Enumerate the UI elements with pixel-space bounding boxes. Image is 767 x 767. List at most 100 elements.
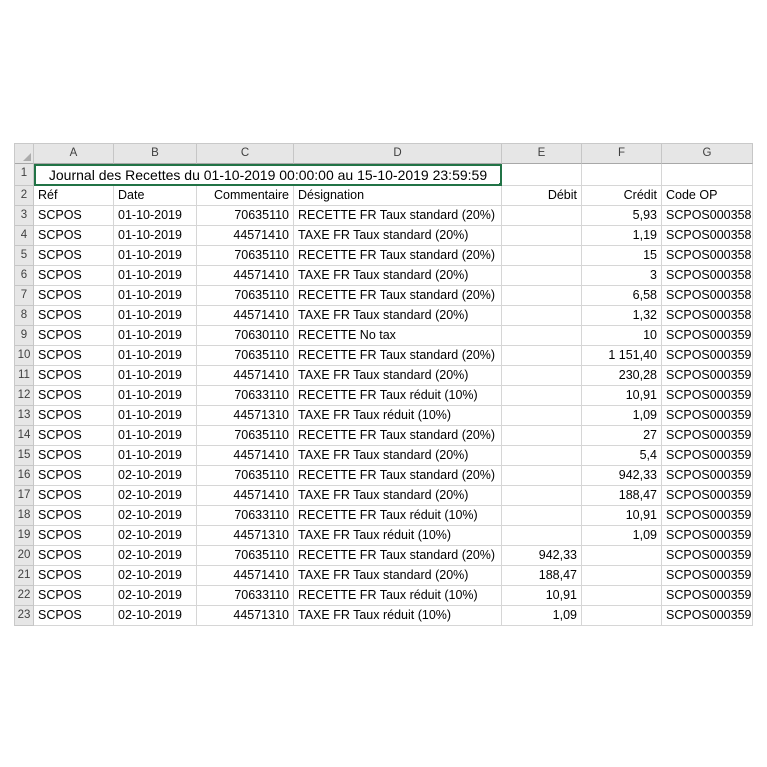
row-header-11[interactable]: 11	[15, 366, 34, 386]
field-header-D2[interactable]: Désignation	[294, 186, 502, 206]
cell-A23[interactable]: SCPOS	[34, 606, 114, 626]
select-all-corner[interactable]	[15, 144, 34, 164]
cell-C11[interactable]: 44571410	[197, 366, 294, 386]
cell-A15[interactable]: SCPOS	[34, 446, 114, 466]
cell-F4[interactable]: 1,19	[582, 226, 662, 246]
cell-A9[interactable]: SCPOS	[34, 326, 114, 346]
cell-B3[interactable]: 01-10-2019	[114, 206, 197, 226]
cell-C15[interactable]: 44571410	[197, 446, 294, 466]
cell-E5[interactable]	[502, 246, 582, 266]
cell-D15[interactable]: TAXE FR Taux standard (20%)	[294, 446, 502, 466]
cell-D22[interactable]: RECETTE FR Taux réduit (10%)	[294, 586, 502, 606]
cell-G11[interactable]: SCPOS000359	[662, 366, 753, 386]
cell-G14[interactable]: SCPOS000359	[662, 426, 753, 446]
cell-G10[interactable]: SCPOS000359	[662, 346, 753, 366]
cell-A6[interactable]: SCPOS	[34, 266, 114, 286]
cell-C14[interactable]: 70635110	[197, 426, 294, 446]
cell-E11[interactable]	[502, 366, 582, 386]
cell-E17[interactable]	[502, 486, 582, 506]
cell-E9[interactable]	[502, 326, 582, 346]
cell-D16[interactable]: RECETTE FR Taux standard (20%)	[294, 466, 502, 486]
cell-B4[interactable]: 01-10-2019	[114, 226, 197, 246]
cell-G7[interactable]: SCPOS000358	[662, 286, 753, 306]
cell-G4[interactable]: SCPOS000358	[662, 226, 753, 246]
cell-B13[interactable]: 01-10-2019	[114, 406, 197, 426]
row-header-19[interactable]: 19	[15, 526, 34, 546]
cell-C16[interactable]: 70635110	[197, 466, 294, 486]
cell-G13[interactable]: SCPOS000359	[662, 406, 753, 426]
cell-B21[interactable]: 02-10-2019	[114, 566, 197, 586]
cell-D8[interactable]: TAXE FR Taux standard (20%)	[294, 306, 502, 326]
cell-B10[interactable]: 01-10-2019	[114, 346, 197, 366]
fill-handle[interactable]	[498, 182, 500, 184]
cell-B20[interactable]: 02-10-2019	[114, 546, 197, 566]
cell-E3[interactable]	[502, 206, 582, 226]
cell-B5[interactable]: 01-10-2019	[114, 246, 197, 266]
row-header-10[interactable]: 10	[15, 346, 34, 366]
row-header-21[interactable]: 21	[15, 566, 34, 586]
cell-D23[interactable]: TAXE FR Taux réduit (10%)	[294, 606, 502, 626]
cell-B19[interactable]: 02-10-2019	[114, 526, 197, 546]
cell-F6[interactable]: 3	[582, 266, 662, 286]
cell-D3[interactable]: RECETTE FR Taux standard (20%)	[294, 206, 502, 226]
cell-A3[interactable]: SCPOS	[34, 206, 114, 226]
cell-G9[interactable]: SCPOS000359	[662, 326, 753, 346]
cell-E18[interactable]	[502, 506, 582, 526]
cell-E13[interactable]	[502, 406, 582, 426]
cell-B12[interactable]: 01-10-2019	[114, 386, 197, 406]
cell-F9[interactable]: 10	[582, 326, 662, 346]
cell-G21[interactable]: SCPOS000359	[662, 566, 753, 586]
cell-E4[interactable]	[502, 226, 582, 246]
cell-C20[interactable]: 70635110	[197, 546, 294, 566]
cell-B18[interactable]: 02-10-2019	[114, 506, 197, 526]
cell-B23[interactable]: 02-10-2019	[114, 606, 197, 626]
cell-G3[interactable]: SCPOS000358	[662, 206, 753, 226]
cell-B22[interactable]: 02-10-2019	[114, 586, 197, 606]
cell-G1[interactable]	[662, 164, 753, 186]
cell-D6[interactable]: TAXE FR Taux standard (20%)	[294, 266, 502, 286]
column-header-F[interactable]: F	[582, 144, 662, 164]
row-header-16[interactable]: 16	[15, 466, 34, 486]
field-header-F2[interactable]: Crédit	[582, 186, 662, 206]
cell-A11[interactable]: SCPOS	[34, 366, 114, 386]
row-header-20[interactable]: 20	[15, 546, 34, 566]
field-header-A2[interactable]: Réf	[34, 186, 114, 206]
cell-A7[interactable]: SCPOS	[34, 286, 114, 306]
cell-A8[interactable]: SCPOS	[34, 306, 114, 326]
cell-E12[interactable]	[502, 386, 582, 406]
cell-C5[interactable]: 70635110	[197, 246, 294, 266]
cell-F22[interactable]	[582, 586, 662, 606]
column-header-C[interactable]: C	[197, 144, 294, 164]
field-header-E2[interactable]: Débit	[502, 186, 582, 206]
cell-F5[interactable]: 15	[582, 246, 662, 266]
cell-C22[interactable]: 70633110	[197, 586, 294, 606]
cell-D13[interactable]: TAXE FR Taux réduit (10%)	[294, 406, 502, 426]
cell-F1[interactable]	[582, 164, 662, 186]
cell-D10[interactable]: RECETTE FR Taux standard (20%)	[294, 346, 502, 366]
cell-F11[interactable]: 230,28	[582, 366, 662, 386]
cell-C18[interactable]: 70633110	[197, 506, 294, 526]
row-header-15[interactable]: 15	[15, 446, 34, 466]
row-header-5[interactable]: 5	[15, 246, 34, 266]
cell-D12[interactable]: RECETTE FR Taux réduit (10%)	[294, 386, 502, 406]
cell-A21[interactable]: SCPOS	[34, 566, 114, 586]
cell-E6[interactable]	[502, 266, 582, 286]
cell-G15[interactable]: SCPOS000359	[662, 446, 753, 466]
column-header-B[interactable]: B	[114, 144, 197, 164]
cell-C13[interactable]: 44571310	[197, 406, 294, 426]
cell-E1[interactable]	[502, 164, 582, 186]
cell-D21[interactable]: TAXE FR Taux standard (20%)	[294, 566, 502, 586]
cell-E19[interactable]	[502, 526, 582, 546]
cell-D11[interactable]: TAXE FR Taux standard (20%)	[294, 366, 502, 386]
cell-E16[interactable]	[502, 466, 582, 486]
row-header-13[interactable]: 13	[15, 406, 34, 426]
column-header-D[interactable]: D	[294, 144, 502, 164]
cell-F17[interactable]: 188,47	[582, 486, 662, 506]
cell-D4[interactable]: TAXE FR Taux standard (20%)	[294, 226, 502, 246]
cell-F12[interactable]: 10,91	[582, 386, 662, 406]
column-header-G[interactable]: G	[662, 144, 753, 164]
cell-E10[interactable]	[502, 346, 582, 366]
cell-B7[interactable]: 01-10-2019	[114, 286, 197, 306]
cell-A20[interactable]: SCPOS	[34, 546, 114, 566]
cell-C17[interactable]: 44571410	[197, 486, 294, 506]
